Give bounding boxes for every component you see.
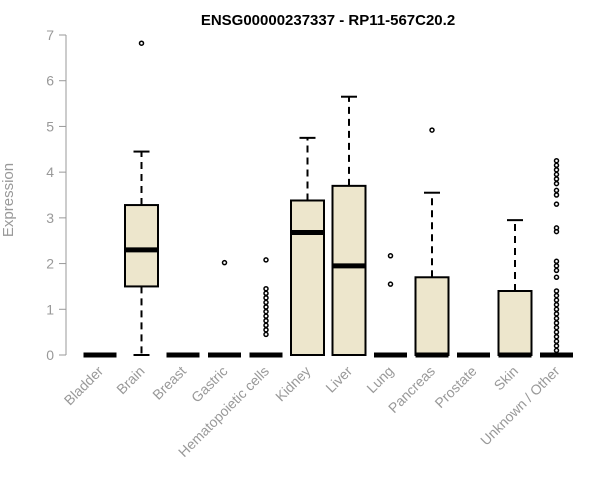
outlier-point bbox=[553, 288, 560, 294]
outlier-point bbox=[263, 299, 269, 306]
outlier-point bbox=[553, 180, 560, 187]
box-skin bbox=[497, 219, 533, 358]
outlier-point bbox=[553, 329, 560, 335]
box-unknown-other bbox=[540, 157, 573, 358]
outlier-point bbox=[263, 331, 269, 338]
category-label: Brain bbox=[113, 363, 147, 397]
category-label: Prostate bbox=[431, 363, 479, 411]
category-label: Lung bbox=[363, 363, 396, 396]
y-axis: 0 1 2 3 4 5 6 7 bbox=[46, 27, 67, 363]
outlier-point bbox=[553, 292, 560, 299]
outlier-point bbox=[263, 317, 269, 324]
outlier-point bbox=[263, 327, 269, 333]
box-liver bbox=[331, 95, 367, 356]
outlier-point bbox=[553, 297, 560, 303]
box-pancreas bbox=[414, 127, 450, 358]
outlier-point bbox=[387, 281, 394, 287]
box-brain bbox=[124, 40, 159, 356]
outlier-point bbox=[553, 311, 560, 317]
category-label: Kidney bbox=[272, 363, 314, 405]
category-label: Liver bbox=[322, 363, 355, 396]
outlier-point bbox=[553, 187, 560, 194]
outlier-point bbox=[553, 171, 560, 178]
y-tick-label: 1 bbox=[46, 301, 54, 317]
outlier-point bbox=[553, 306, 560, 313]
outlier-point bbox=[221, 259, 228, 266]
iqr-box bbox=[331, 184, 367, 356]
iqr-box bbox=[414, 276, 450, 356]
outlier-point bbox=[553, 176, 560, 182]
category-label: Unknown / Other bbox=[477, 363, 563, 449]
y-tick-label: 2 bbox=[46, 256, 54, 272]
y-axis-label: Expression bbox=[0, 163, 17, 237]
outlier-point bbox=[553, 320, 560, 326]
outlier-point bbox=[553, 324, 560, 331]
y-tick-label: 3 bbox=[46, 210, 54, 226]
outlier-point bbox=[553, 315, 560, 322]
outlier-point bbox=[263, 322, 269, 329]
chart-title: ENSG00000237337 - RP11-567C20.2 bbox=[201, 12, 455, 29]
outlier-point bbox=[553, 263, 560, 269]
category-label: Bladder bbox=[61, 363, 107, 409]
outlier-point bbox=[263, 257, 269, 263]
box-gastric bbox=[208, 259, 241, 358]
y-tick-label: 5 bbox=[46, 118, 54, 134]
outlier-point bbox=[263, 285, 269, 292]
box-lung bbox=[374, 253, 407, 358]
outlier-point bbox=[138, 40, 145, 46]
outlier-point bbox=[553, 338, 560, 345]
outlier-point bbox=[553, 258, 560, 265]
outlier-point bbox=[553, 347, 560, 354]
iqr-box bbox=[497, 290, 533, 356]
outlier-point bbox=[553, 157, 560, 164]
outlier-point bbox=[387, 253, 394, 259]
category-label: Breast bbox=[149, 363, 189, 403]
outlier-point bbox=[263, 304, 269, 310]
y-tick-label: 7 bbox=[46, 27, 54, 43]
y-tick-label: 4 bbox=[46, 164, 54, 180]
outlier-point bbox=[553, 167, 560, 173]
y-tick-label: 6 bbox=[46, 73, 54, 89]
outlier-point bbox=[553, 343, 560, 349]
outlier-point bbox=[553, 162, 560, 169]
outlier-point bbox=[553, 301, 560, 308]
outlier-point bbox=[553, 274, 560, 281]
outlier-point bbox=[263, 308, 269, 315]
boxes-group bbox=[83, 40, 573, 358]
outlier-point bbox=[263, 290, 269, 297]
outlier-point bbox=[553, 225, 560, 231]
box-kidney bbox=[290, 136, 325, 356]
iqr-box bbox=[290, 199, 325, 356]
outlier-point bbox=[553, 333, 560, 340]
y-tick-label: 0 bbox=[46, 347, 54, 363]
category-label: Skin bbox=[491, 363, 522, 394]
box-hematopoietic-cells bbox=[249, 257, 283, 358]
outlier-point bbox=[553, 201, 560, 207]
outlier-point bbox=[553, 267, 560, 274]
outlier-point bbox=[553, 192, 560, 198]
outlier-point bbox=[429, 127, 435, 133]
outlier-point bbox=[263, 313, 269, 319]
outlier-point bbox=[263, 295, 269, 301]
iqr-box bbox=[124, 204, 159, 288]
